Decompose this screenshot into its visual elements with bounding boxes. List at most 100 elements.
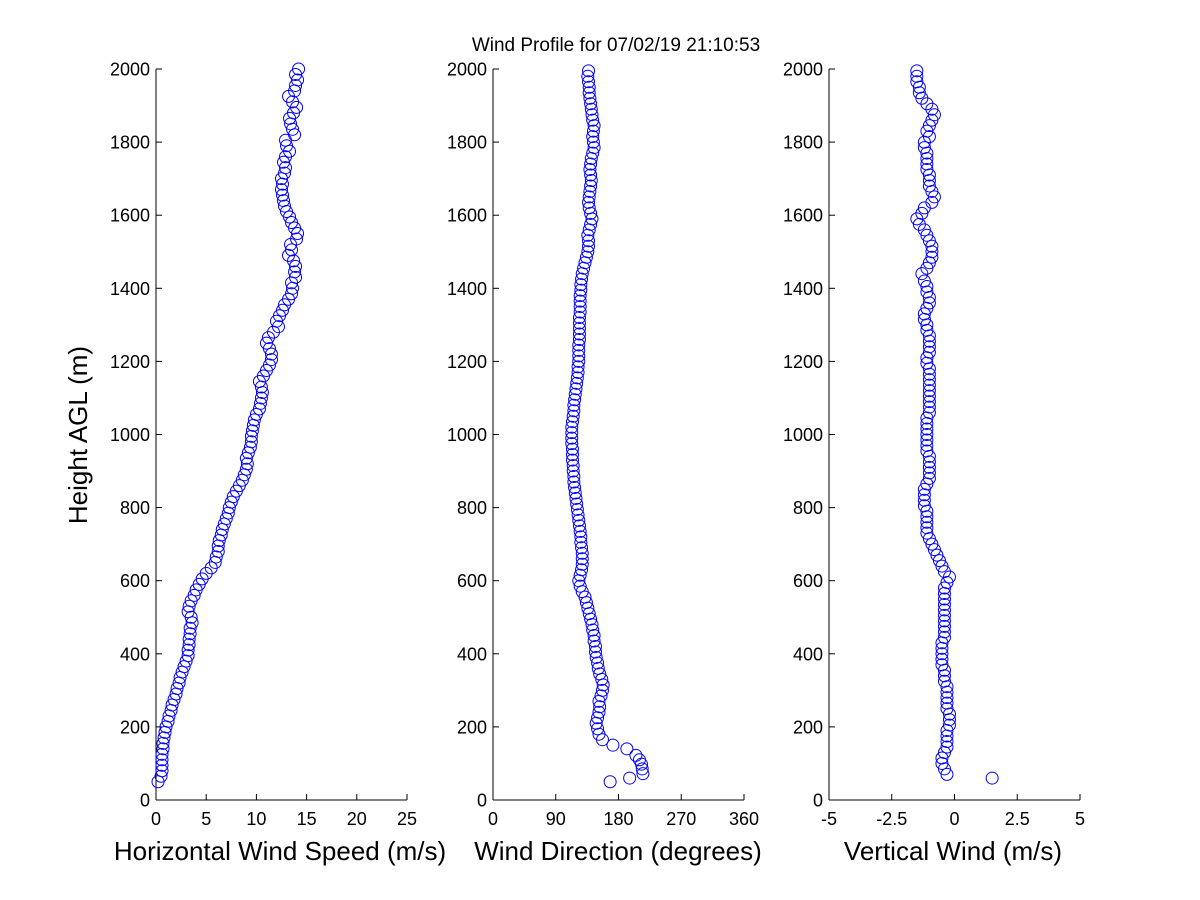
y-tick-label-direction: 400 xyxy=(457,644,487,664)
data-point-vertical xyxy=(910,75,924,89)
data-point-speed xyxy=(179,654,193,668)
x-tick-label-vertical: -5 xyxy=(821,809,837,829)
data-point-speed xyxy=(280,139,294,153)
x-tick-label-speed: 25 xyxy=(397,809,417,829)
data-point-direction xyxy=(572,513,586,527)
data-point-direction xyxy=(632,753,646,767)
data-point-vertical xyxy=(922,367,936,381)
y-tick-label-direction: 1000 xyxy=(447,425,487,445)
data-point-vertical xyxy=(920,428,934,441)
data-point-direction xyxy=(603,775,617,789)
data-point-direction xyxy=(572,311,586,325)
x-axis-label-wind-direction: Wind Direction (degrees) xyxy=(474,836,762,866)
data-point-direction xyxy=(572,316,586,330)
data-point-speed xyxy=(276,303,290,317)
data-point-vertical xyxy=(937,586,951,600)
data-point-vertical xyxy=(937,619,951,633)
data-point-direction xyxy=(588,639,602,653)
data-point-direction xyxy=(572,332,586,346)
data-point-vertical xyxy=(910,69,924,83)
data-point-vertical xyxy=(940,740,954,754)
data-point-direction xyxy=(566,409,580,423)
data-point-direction xyxy=(573,289,587,303)
data-point-speed xyxy=(254,380,268,394)
data-point-vertical xyxy=(922,334,936,348)
data-point-speed xyxy=(209,550,223,564)
data-point-direction xyxy=(568,486,582,500)
y-tick-label-speed: 1200 xyxy=(110,352,150,372)
data-point-speed xyxy=(245,424,259,438)
data-point-speed xyxy=(289,270,303,284)
y-tick-label-speed: 0 xyxy=(140,791,150,811)
data-point-direction xyxy=(591,661,605,675)
data-point-direction xyxy=(565,442,579,456)
data-point-speed xyxy=(156,742,170,756)
data-point-direction xyxy=(570,497,584,511)
y-tick-label-direction: 600 xyxy=(457,571,487,591)
data-point-vertical xyxy=(920,438,934,452)
data-point-direction xyxy=(584,206,598,220)
data-point-speed xyxy=(276,188,290,202)
y-tick-label-speed: 1400 xyxy=(110,279,150,299)
data-point-vertical xyxy=(935,658,949,672)
data-point-direction xyxy=(573,568,587,582)
data-point-direction xyxy=(586,130,600,144)
x-axis-label-horizontal-wind-speed: Horizontal Wind Speed (m/s) xyxy=(114,836,446,866)
data-point-vertical xyxy=(920,521,934,535)
data-point-direction xyxy=(586,124,600,138)
data-point-vertical xyxy=(922,471,936,485)
data-point-direction xyxy=(571,508,585,522)
data-point-direction xyxy=(583,91,597,105)
y-tick-label-speed: 200 xyxy=(120,717,150,737)
data-point-direction xyxy=(565,415,579,429)
data-point-vertical xyxy=(920,433,934,447)
data-point-speed xyxy=(239,462,253,476)
data-point-direction xyxy=(587,119,601,133)
data-point-direction xyxy=(573,305,587,319)
data-point-direction xyxy=(584,179,598,193)
data-point-direction xyxy=(567,404,581,418)
data-point-vertical xyxy=(922,179,936,193)
data-point-direction xyxy=(581,69,595,83)
data-point-direction xyxy=(566,459,580,473)
data-point-direction xyxy=(565,420,579,434)
data-point-direction xyxy=(584,173,598,187)
data-point-direction xyxy=(629,748,643,762)
data-point-speed xyxy=(289,259,303,273)
data-point-direction xyxy=(569,491,583,505)
data-point-direction xyxy=(587,141,601,155)
data-point-vertical xyxy=(937,674,951,688)
data-point-vertical xyxy=(922,455,936,469)
data-point-vertical xyxy=(922,406,936,420)
data-point-vertical xyxy=(922,340,936,354)
data-point-speed xyxy=(278,166,292,180)
data-point-direction xyxy=(565,437,579,451)
data-point-speed xyxy=(156,736,170,750)
data-point-vertical xyxy=(940,691,954,705)
data-point-direction xyxy=(582,86,596,100)
data-point-direction xyxy=(573,300,587,314)
y-tick-label-vertical: 800 xyxy=(793,498,823,518)
data-point-direction xyxy=(567,398,581,412)
data-point-direction xyxy=(568,387,582,401)
data-point-speed xyxy=(155,753,169,767)
data-point-direction xyxy=(582,195,596,209)
x-tick-label-direction: 360 xyxy=(729,809,759,829)
data-point-direction xyxy=(584,97,598,111)
panel-horizontal-wind-speed: 0 200 400 600 800 1000 1200 1400 1600 1800 2000 0 5 1… xyxy=(63,60,446,867)
data-point-direction xyxy=(572,327,586,341)
data-point-direction xyxy=(586,623,600,637)
data-point-speed xyxy=(285,243,299,257)
y-axis-label-height: Height AGL (m) xyxy=(63,346,93,524)
data-point-vertical xyxy=(922,400,936,414)
y-tick-label-speed: 800 xyxy=(120,498,150,518)
y-tick-label-direction: 0 xyxy=(477,791,487,811)
data-point-direction xyxy=(570,502,584,516)
data-point-direction xyxy=(583,184,597,198)
y-tick-label-direction: 2000 xyxy=(447,60,487,80)
data-point-direction xyxy=(574,283,588,297)
data-point-direction xyxy=(591,656,605,670)
data-point-direction xyxy=(595,683,609,697)
data-point-vertical xyxy=(937,625,951,639)
